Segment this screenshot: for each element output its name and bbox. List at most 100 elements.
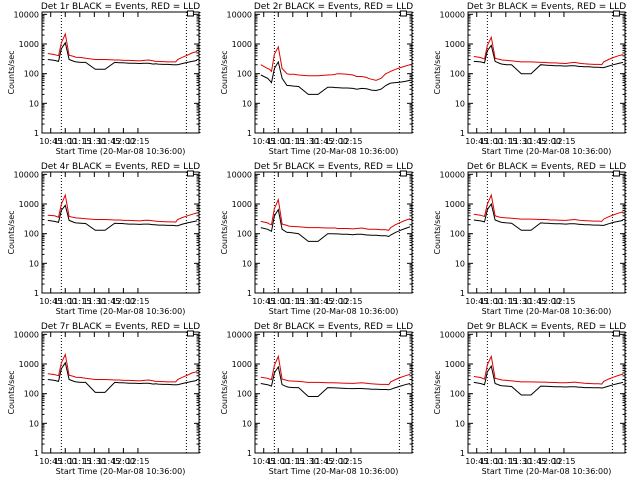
events-line [47,361,198,393]
plot-frame [41,11,200,134]
x-tick-label: 10:45 [39,297,62,306]
panel-det-5: Det 5r BLACK = Events, RED = LLD 1 10 100 10… [220,162,414,316]
x-tick-label: 12:00 [112,457,135,466]
lld-line [260,45,411,81]
x-tick-label: 12:00 [112,137,135,146]
top-marker-box [186,330,194,337]
x-axis-label: Start Time (20-Mar-08 10:36:00) [56,147,186,156]
y-axis-label: Counts/sec [433,370,442,414]
y-tick-label: 10000 [440,330,465,339]
y-tick-label: 10000 [227,10,252,19]
y-tick-label: 100 [237,230,252,239]
plot-frame [467,11,626,134]
top-marker-box [612,10,620,17]
x-axis-label: Start Time (20-Mar-08 10:36:00) [482,467,612,476]
x-tick-label: 12:00 [538,457,561,466]
x-tick-label: 11:30 [509,457,532,466]
y-tick-label: 1 [34,129,39,138]
top-marker-box [399,10,407,17]
panel-title: Det 9r BLACK = Events, RED = LLD [467,322,626,332]
x-tick-label: 11:45 [523,457,546,466]
x-tick-label: 11:45 [310,137,333,146]
x-tick-label: 11:00 [54,297,77,306]
y-tick-label: 10000 [227,330,252,339]
x-tick-label: 11:45 [97,457,120,466]
y-tick-label: 100 [24,390,39,399]
events-line [473,364,624,396]
panel-title: Det 4r BLACK = Events, RED = LLD [41,162,200,172]
y-tick-label: 1000 [232,200,252,209]
y-tick-label: 10000 [14,170,39,179]
events-line [473,202,624,231]
x-tick-label: 11:30 [509,137,532,146]
y-tick-label: 1000 [19,40,39,49]
x-tick-label: 11:30 [83,297,106,306]
panel-det-6: Det 6r BLACK = Events, RED = LLD 1 10 100 10… [433,162,627,316]
top-marker-box [399,330,407,337]
y-tick-label: 10 [242,99,252,108]
lld-line [473,35,624,66]
x-tick-label: 12:00 [325,137,348,146]
x-axis-label: Start Time (20-Mar-08 10:36:00) [269,307,399,316]
top-marker-box [612,330,620,337]
plot-frame [467,171,626,294]
x-tick-label: 10:45 [465,457,488,466]
y-tick-label: 10000 [14,10,39,19]
y-tick-label: 100 [237,390,252,399]
y-tick-label: 1 [34,449,39,458]
y-tick-label: 1000 [445,360,465,369]
y-axis-label: Counts/sec [7,370,16,414]
panel-title: Det 8r BLACK = Events, RED = LLD [254,322,413,332]
top-marker-box [186,170,194,177]
x-tick-label: 11:30 [296,137,319,146]
x-tick-label: 12:00 [538,137,561,146]
y-tick-label: 100 [450,70,465,79]
y-tick-label: 1 [460,289,465,298]
x-axis-label: Start Time (20-Mar-08 10:36:00) [482,307,612,316]
x-tick-label: 12:15 [126,297,149,306]
y-tick-label: 10 [29,259,39,268]
y-tick-label: 1 [247,129,252,138]
top-marker-box [612,170,620,177]
x-tick-label: 11:00 [54,137,77,146]
y-tick-label: 10 [455,419,465,428]
x-tick-label: 12:15 [126,137,149,146]
panel-title: Det 6r BLACK = Events, RED = LLD [467,162,626,172]
x-tick-label: 11:00 [480,457,503,466]
lld-line [260,354,411,386]
events-line [47,204,198,231]
x-tick-label: 11:00 [267,457,290,466]
y-axis-label: Counts/sec [7,210,16,254]
x-tick-label: 12:15 [339,297,362,306]
x-axis-label: Start Time (20-Mar-08 10:36:00) [56,307,186,316]
plot-frame [41,331,200,454]
lld-line [47,32,198,63]
x-tick-label: 12:00 [325,297,348,306]
x-axis-label: Start Time (20-Mar-08 10:36:00) [56,467,186,476]
y-tick-label: 100 [24,70,39,79]
y-axis-label: Counts/sec [220,210,229,254]
panel-title: Det 5r BLACK = Events, RED = LLD [254,162,413,172]
plot-frame [254,171,413,294]
panel-det-8: Det 8r BLACK = Events, RED = LLD 1 10 100 10… [220,322,414,476]
x-tick-label: 11:00 [54,457,77,466]
plot-frame [254,331,413,454]
events-line [260,60,411,95]
panel-title: Det 1r BLACK = Events, RED = LLD [41,2,200,12]
y-tick-label: 1000 [445,200,465,209]
x-tick-label: 11:30 [296,297,319,306]
x-tick-label: 12:15 [126,457,149,466]
x-tick-label: 11:15 [68,297,91,306]
x-tick-label: 12:00 [325,457,348,466]
x-tick-label: 12:15 [552,297,575,306]
x-tick-label: 11:45 [310,457,333,466]
y-tick-label: 10 [29,99,39,108]
events-line [260,365,411,397]
plot-frame [41,171,200,294]
y-tick-label: 100 [237,70,252,79]
y-tick-label: 10 [242,419,252,428]
y-tick-label: 1 [247,289,252,298]
x-tick-label: 11:45 [310,297,333,306]
x-tick-label: 11:15 [68,457,91,466]
